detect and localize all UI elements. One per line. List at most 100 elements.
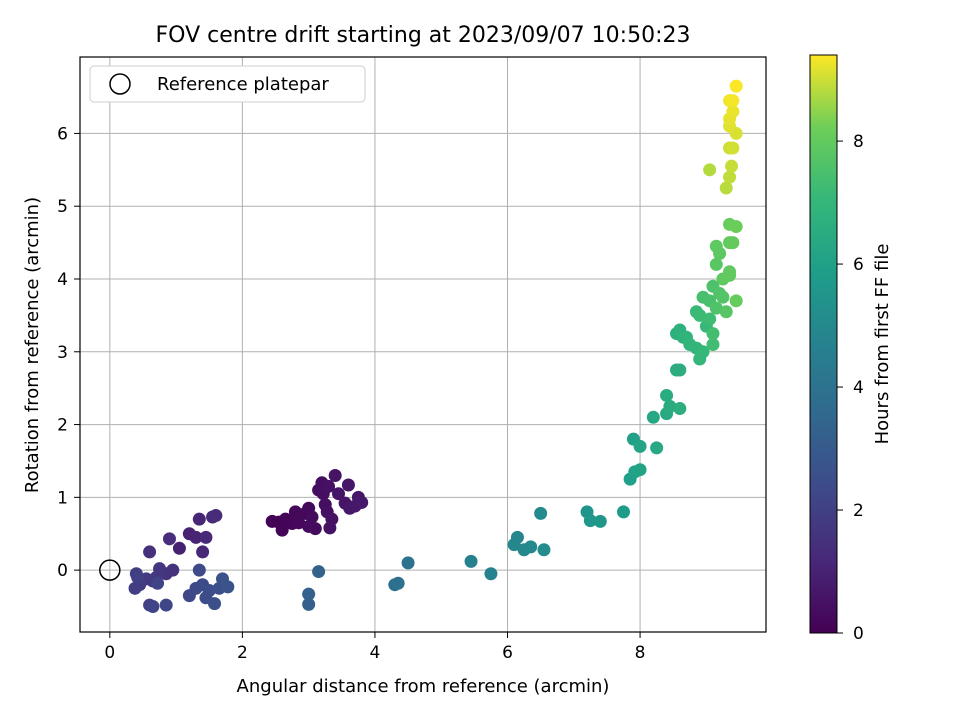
data-point [716,290,730,304]
colorbar-tick-label: 0 [853,624,864,644]
data-point [199,530,213,544]
reference-platepar-marker [99,559,121,581]
data-point [355,495,369,509]
data-point [723,170,737,184]
data-point [696,345,710,359]
data-point [391,576,405,590]
data-point [484,567,498,581]
data-point [131,570,145,584]
data-point [726,105,740,119]
data-point [341,478,355,492]
data-point [703,312,717,326]
data-point [583,514,597,528]
plot-frame [79,56,767,633]
data-point [146,600,160,614]
data-point [308,522,322,536]
data-point [729,220,743,234]
data-point [143,545,157,559]
data-point [221,580,235,594]
x-axis-ticks: 0 2 4 6 8 [104,632,645,663]
colorbar-tick-label: 2 [853,501,864,521]
data-point [706,327,720,341]
data-points [128,79,743,614]
data-point [706,338,720,351]
data-point [534,506,548,520]
y-tick-label: 1 [57,488,68,508]
data-point [202,584,216,598]
y-tick-label: 3 [57,343,68,363]
y-tick-label: 2 [57,416,68,436]
x-tick-label: 4 [370,643,381,663]
data-point [302,587,316,601]
x-tick-label: 8 [635,643,646,663]
data-point [646,410,660,424]
y-axis-ticks: 0 1 2 3 4 5 6 [57,124,80,581]
data-point [725,159,739,173]
data-point [128,581,142,595]
data-point [325,512,339,526]
data-point [726,236,740,250]
data-point [464,554,478,568]
legend: Reference platepar [89,65,366,103]
data-point [196,545,210,559]
data-point [192,563,206,577]
reference-marker-group [99,559,121,581]
data-point [312,565,326,579]
x-tick-label: 2 [237,643,248,663]
data-point [172,541,186,555]
data-point [331,487,345,501]
x-tick-label: 6 [502,643,513,663]
data-point [189,530,203,544]
data-point [288,505,302,519]
data-point [729,79,743,93]
data-point [292,516,306,530]
data-point [537,543,551,557]
legend-box [89,65,366,103]
y-tick-label: 0 [57,561,68,581]
data-point [192,512,206,526]
data-point [151,576,165,590]
y-axis-label: Rotation from reference (arcmin) [22,197,43,493]
data-point [208,597,222,611]
data-point [162,532,176,546]
y-tick-label: 4 [57,270,68,290]
data-point [729,294,743,308]
colorbar-tick-label: 8 [853,132,864,152]
colorbar-label: Hours from first FF file [872,244,893,445]
colorbar-tick-label: 4 [853,378,864,398]
x-tick-label: 0 [104,643,115,663]
data-point [302,597,316,611]
data-point [723,268,737,282]
data-point [709,239,723,253]
data-point [709,257,723,271]
data-point [663,399,677,413]
colorbar-gradient [809,54,838,634]
y-tick-label: 6 [57,124,68,144]
chart-title: FOV centre drift starting at 2023/09/07 … [156,23,691,48]
y-tick-label: 5 [57,197,68,217]
data-point [726,141,740,155]
data-point [673,402,687,416]
data-point [719,181,733,195]
data-point [709,301,723,315]
legend-label: Reference platepar [157,74,329,95]
data-point [693,308,707,322]
data-point [275,523,289,537]
data-point [305,510,319,524]
data-point [401,556,415,570]
colorbar-ticks: 0 2 4 6 8 [837,132,864,644]
data-point [524,540,538,554]
data-point [726,94,740,108]
data-point [673,363,687,377]
data-point [322,479,336,493]
colorbar: 0 2 4 6 8 Hours from first FF file [809,54,893,644]
data-point [719,305,733,319]
data-point [593,514,607,528]
data-point [209,509,223,523]
data-point [159,598,173,612]
x-axis-label: Angular distance from reference (arcmin) [237,676,610,697]
data-point [633,463,647,477]
legend-marker-icon [109,73,131,95]
data-point [650,441,664,455]
